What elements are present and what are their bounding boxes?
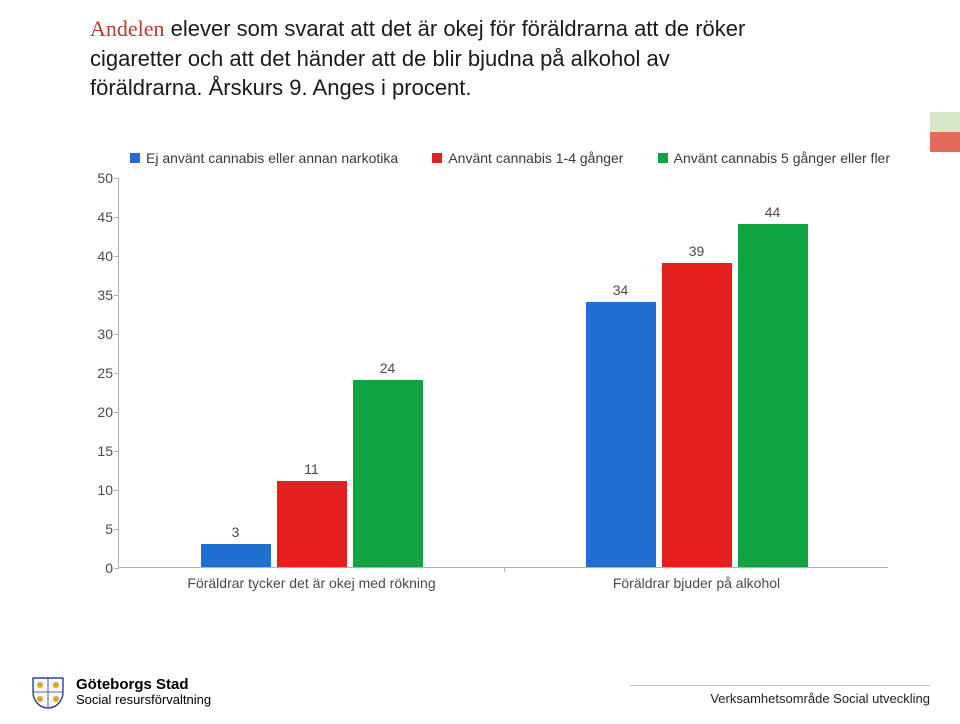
- y-tick-label: 0: [83, 560, 113, 576]
- bar-value-label: 24: [353, 360, 423, 376]
- title-line3: föräldrarna. Årskurs 9. Anges i procent.: [90, 73, 860, 103]
- bar: 34: [586, 302, 656, 567]
- x-category-label: Föräldrar bjuder på alkohol: [504, 575, 889, 591]
- bar-value-label: 3: [201, 524, 271, 540]
- y-tick-label: 10: [83, 482, 113, 498]
- y-tick-label: 35: [83, 287, 113, 303]
- title-lead-word: Andelen: [90, 16, 165, 41]
- footer-rule: [630, 685, 930, 686]
- y-tick-label: 15: [83, 443, 113, 459]
- org-subname: Social resursförvaltning: [76, 693, 211, 707]
- y-tick-mark: [114, 451, 119, 452]
- y-tick-label: 30: [83, 326, 113, 342]
- x-category-label: Föräldrar tycker det är okej med rökning: [119, 575, 504, 591]
- y-tick-mark: [114, 373, 119, 374]
- legend-item: Använt cannabis 1-4 gånger: [432, 150, 623, 166]
- y-tick-label: 45: [83, 209, 113, 225]
- bar-chart: Ej använt cannabis eller annan narkotika…: [70, 150, 900, 630]
- title-line2: cigaretter och att det händer att de bli…: [90, 44, 860, 74]
- legend-label: Ej använt cannabis eller annan narkotika: [146, 150, 398, 166]
- legend-item: Ej använt cannabis eller annan narkotika: [130, 150, 398, 166]
- bar-value-label: 44: [738, 204, 808, 220]
- bar: 39: [662, 263, 732, 567]
- org-shield-icon: [30, 674, 66, 710]
- legend-swatch: [432, 153, 442, 163]
- footer-right-text: Verksamhetsområde Social utveckling: [710, 691, 930, 706]
- decor-block: [930, 132, 960, 152]
- y-tick-mark: [114, 256, 119, 257]
- y-tick-label: 40: [83, 248, 113, 264]
- plot-area: 0510152025303540455031124Föräldrar tycke…: [118, 178, 888, 568]
- y-tick-label: 25: [83, 365, 113, 381]
- bar: 3: [201, 544, 271, 567]
- y-tick-label: 50: [83, 170, 113, 186]
- y-tick-mark: [114, 334, 119, 335]
- legend-swatch: [130, 153, 140, 163]
- y-tick-mark: [114, 529, 119, 530]
- slide-title: Andelen elever som svarat att det är oke…: [90, 14, 860, 103]
- decor-block: [930, 112, 960, 132]
- org-name: Göteborgs Stad: [76, 677, 211, 694]
- y-tick-mark: [114, 295, 119, 296]
- legend-swatch: [658, 153, 668, 163]
- bar: 24: [353, 380, 423, 567]
- bar-value-label: 39: [662, 243, 732, 259]
- bar: 11: [277, 481, 347, 567]
- org-logo-block: Göteborgs Stad Social resursförvaltning: [30, 674, 211, 710]
- legend-item: Använt cannabis 5 gånger eller fler: [658, 150, 890, 166]
- y-tick-label: 5: [83, 521, 113, 537]
- y-tick-mark: [114, 412, 119, 413]
- chart-legend: Ej använt cannabis eller annan narkotika…: [130, 150, 890, 166]
- bar: 44: [738, 224, 808, 567]
- y-tick-mark: [114, 178, 119, 179]
- y-tick-mark: [114, 217, 119, 218]
- y-tick-mark: [114, 568, 119, 569]
- legend-label: Använt cannabis 5 gånger eller fler: [674, 150, 890, 166]
- title-line1-rest: elever som svarat att det är okej för fö…: [165, 16, 746, 41]
- x-divider: [504, 567, 505, 572]
- y-tick-label: 20: [83, 404, 113, 420]
- bar-value-label: 34: [586, 282, 656, 298]
- legend-label: Använt cannabis 1-4 gånger: [448, 150, 623, 166]
- bar-value-label: 11: [277, 461, 347, 477]
- y-tick-mark: [114, 490, 119, 491]
